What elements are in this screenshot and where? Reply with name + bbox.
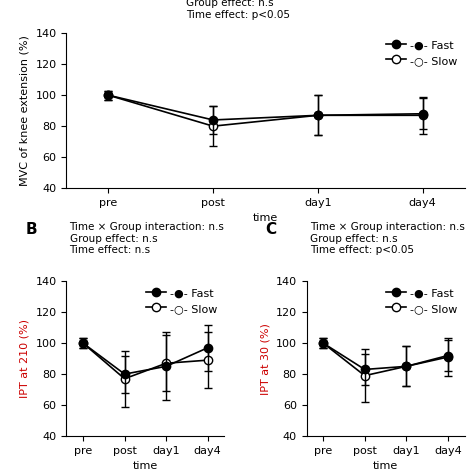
X-axis label: time: time: [133, 461, 158, 471]
Y-axis label: MVC of knee extension (%): MVC of knee extension (%): [20, 35, 30, 186]
Text: Time × Group interaction: n.s
Group effect: n.s
Time effect: n.s: Time × Group interaction: n.s Group effe…: [70, 222, 224, 255]
Y-axis label: IPT at 30 (%): IPT at 30 (%): [260, 323, 270, 394]
Text: A: A: [15, 0, 27, 2]
Y-axis label: IPT at 210 (%): IPT at 210 (%): [20, 319, 30, 398]
Legend: -●- Fast, -○- Slow: -●- Fast, -○- Slow: [141, 283, 222, 318]
Legend: -●- Fast, -○- Slow: -●- Fast, -○- Slow: [382, 283, 462, 318]
X-axis label: time: time: [253, 213, 278, 223]
Text: B: B: [25, 222, 37, 237]
X-axis label: time: time: [373, 461, 398, 471]
Text: C: C: [265, 222, 276, 237]
Text: Time × Group interaction: n.s
Group effect: n.s
Time effect: p<0.05: Time × Group interaction: n.s Group effe…: [186, 0, 341, 20]
Text: Time × Group interaction: n.s
Group effect: n.s
Time effect: p<0.05: Time × Group interaction: n.s Group effe…: [310, 222, 465, 255]
Legend: -●- Fast, -○- Slow: -●- Fast, -○- Slow: [382, 36, 462, 70]
